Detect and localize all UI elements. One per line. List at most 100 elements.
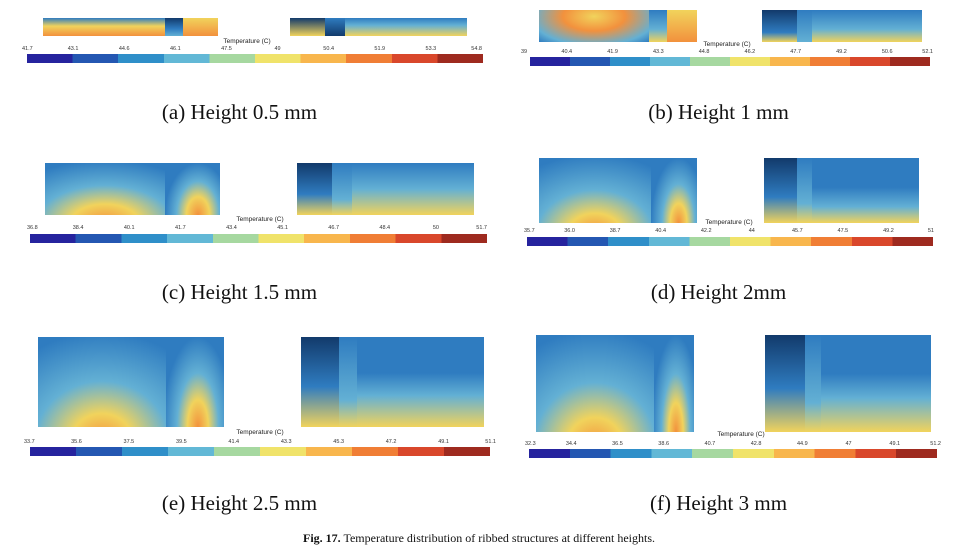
tick-label: 40.4	[561, 49, 573, 55]
tick-label: 44	[748, 228, 755, 234]
tick-row: 41.7 43.1 44.6 46.1 47.5 49 50.4 51.9 53.3 54.8	[22, 45, 482, 53]
tick-label: 43.3	[652, 49, 664, 55]
right-rib	[332, 163, 352, 215]
right-left-block	[290, 18, 325, 36]
right-block	[352, 163, 474, 215]
tick-label: 51.7	[476, 225, 487, 231]
tick-label: 33.7	[24, 439, 35, 445]
tick-label: 52.1	[922, 49, 933, 55]
tick-label: 47.5	[837, 228, 849, 234]
tick-label: 39	[521, 49, 528, 55]
left-block	[539, 10, 649, 42]
panel-height-3mm: Temperature (C) 32.3 34.4 36.5 38.6 40.7 42.8…	[479, 325, 958, 515]
tick-row: 32.3 34.4 36.5 38.6 40.7 42.8 44.9 47 49.1 51.2	[525, 440, 941, 448]
right-block	[821, 335, 931, 432]
tick-label: 49.1	[438, 439, 449, 445]
left-rib	[165, 18, 183, 36]
colorbar-title: Temperature (C)	[705, 219, 753, 226]
caption-c: (c) Height 1.5 mm	[161, 280, 318, 304]
right-block	[345, 18, 467, 36]
left-block	[45, 163, 165, 215]
tick-label: 46.7	[328, 225, 340, 231]
tick-label: 50	[432, 225, 439, 231]
tick-label: 46.2	[744, 49, 756, 55]
colorbar-title: Temperature (C)	[236, 216, 284, 223]
tick-label: 38.4	[72, 225, 84, 231]
tick-label: 38.6	[658, 441, 670, 447]
tick-label: 35.6	[71, 439, 82, 445]
panel-height-0-5mm: Temperature (C) 41.7 43.1 44.6 46.1 47.5 49 50…	[0, 0, 483, 178]
tick-label: 40.7	[704, 441, 716, 447]
caption-d: (d) Height 2mm	[650, 280, 787, 304]
caption-f: (f) Height 3 mm	[649, 491, 788, 515]
panel-height-1-5mm: Temperature (C) 36.8 38.4 40.1 41.7 43.4 45.1…	[0, 158, 487, 336]
left-right-block	[667, 10, 697, 42]
rib-block	[651, 158, 697, 223]
tick-label: 51.2	[930, 441, 941, 447]
panel-height-2mm: Temperature (C) 35.7 36.0 38.7 40.4 42.2 44 45…	[479, 158, 958, 336]
colorbar	[27, 54, 483, 63]
right-left-block	[765, 335, 805, 432]
tick-label: 34.4	[565, 441, 577, 447]
right-block	[812, 158, 919, 223]
tick-label: 40.1	[123, 225, 135, 231]
rib-block	[166, 337, 224, 427]
tick-label: 47.7	[790, 49, 802, 55]
left-rib	[649, 10, 667, 42]
tick-label: 44.6	[118, 46, 130, 52]
colorbar-title: Temperature (C)	[717, 431, 765, 438]
right-left-block	[297, 163, 332, 215]
tick-label: 40.4	[655, 228, 667, 234]
rib-block	[165, 163, 220, 215]
tick-label: 49.1	[889, 441, 901, 447]
tick-label: 43.4	[226, 225, 237, 231]
right-block	[357, 337, 484, 427]
tick-label: 49.2	[883, 228, 894, 234]
right-rib	[339, 337, 357, 427]
tick-label: 41.9	[607, 49, 618, 55]
colorbar	[530, 57, 930, 66]
tick-label: 47.2	[385, 439, 397, 445]
tick-row: 36.8 38.4 40.1 41.7 43.4 45.1 46.7 48.4 50 51.7	[27, 224, 487, 232]
left-block	[38, 337, 166, 427]
tick-label: 51	[927, 228, 934, 234]
figure-caption-text: Temperature distribution of ribbed struc…	[343, 531, 655, 545]
tick-label: 47	[845, 441, 852, 447]
tick-label: 51.9	[374, 46, 386, 52]
panel-height-1mm: Temperature (C) 39 40.4 41.9 43.3 44.8 46.2 47…	[479, 0, 958, 178]
tick-label: 54.8	[471, 46, 482, 52]
caption-b: (b) Height 1 mm	[648, 100, 789, 124]
tick-label: 51.1	[485, 439, 496, 445]
colorbar-title: Temperature (C)	[236, 429, 284, 436]
right-left-block	[764, 158, 797, 223]
tick-label: 36.5	[612, 441, 623, 447]
tick-label: 49	[274, 46, 281, 52]
tick-label: 41.7	[174, 225, 186, 231]
colorbar-title: Temperature (C)	[703, 41, 751, 48]
right-block	[812, 10, 922, 42]
right-rib	[797, 158, 812, 223]
colorbar	[527, 237, 933, 246]
tick-label: 50.4	[323, 46, 335, 52]
tick-label: 47.5	[221, 46, 232, 52]
tick-label: 32.3	[525, 441, 536, 447]
tick-label: 37.5	[123, 439, 135, 445]
right-rib	[797, 10, 812, 42]
tick-label: 50.6	[881, 49, 893, 55]
right-rib	[805, 335, 821, 432]
colorbar	[30, 447, 490, 456]
tick-label: 36.0	[564, 228, 575, 234]
left-right-block	[183, 18, 218, 36]
right-rib	[325, 18, 345, 36]
tick-label: 44.8	[698, 49, 710, 55]
right-left-block	[762, 10, 797, 42]
tick-row: 39 40.4 41.9 43.3 44.8 46.2 47.7 49.2 50.6 52.1	[521, 48, 933, 56]
tick-label: 49.2	[836, 49, 847, 55]
colorbar-title: Temperature (C)	[223, 38, 271, 45]
left-block	[536, 335, 654, 432]
right-left-block	[301, 337, 339, 427]
left-block	[43, 18, 165, 36]
tick-label: 53.3	[425, 46, 437, 52]
tick-label: 45.7	[791, 228, 803, 234]
